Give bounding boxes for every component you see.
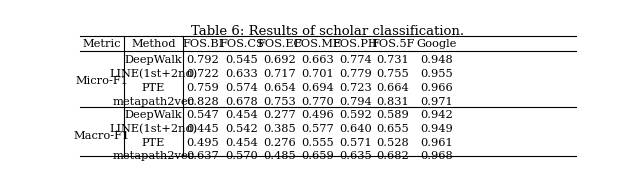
Text: 0.717: 0.717	[263, 69, 296, 79]
Text: 0.640: 0.640	[339, 124, 372, 134]
Text: 0.547: 0.547	[187, 110, 220, 120]
Text: Table 6: Results of scholar classification.: Table 6: Results of scholar classificati…	[191, 25, 465, 38]
Text: 0.555: 0.555	[301, 138, 334, 148]
Text: 0.454: 0.454	[225, 110, 258, 120]
Text: 0.495: 0.495	[187, 138, 220, 148]
Text: 0.759: 0.759	[187, 83, 220, 93]
Text: PTE: PTE	[142, 138, 165, 148]
Text: DeepWalk: DeepWalk	[125, 55, 182, 66]
Text: 0.755: 0.755	[376, 69, 409, 79]
Text: 0.701: 0.701	[301, 69, 334, 79]
Text: 0.731: 0.731	[376, 55, 409, 66]
Text: PTE: PTE	[142, 83, 165, 93]
Text: FOS.PH: FOS.PH	[332, 39, 378, 49]
Text: 0.659: 0.659	[301, 151, 334, 161]
Text: 0.589: 0.589	[376, 110, 409, 120]
Text: 0.692: 0.692	[263, 55, 296, 66]
Text: 0.966: 0.966	[420, 83, 452, 93]
Text: 0.528: 0.528	[376, 138, 409, 148]
Text: 0.571: 0.571	[339, 138, 372, 148]
Text: 0.276: 0.276	[263, 138, 296, 148]
Text: 0.792: 0.792	[187, 55, 220, 66]
Text: metapath2vec: metapath2vec	[113, 151, 195, 161]
Text: FOS.EC: FOS.EC	[257, 39, 302, 49]
Text: 0.770: 0.770	[301, 96, 334, 107]
Text: Method: Method	[131, 39, 175, 49]
Text: Google: Google	[416, 39, 456, 49]
Text: 0.694: 0.694	[301, 83, 334, 93]
Text: 0.794: 0.794	[339, 96, 372, 107]
Text: 0.678: 0.678	[225, 96, 258, 107]
Text: Metric: Metric	[83, 39, 121, 49]
Text: 0.570: 0.570	[225, 151, 258, 161]
Text: 0.574: 0.574	[225, 83, 258, 93]
Text: 0.485: 0.485	[263, 151, 296, 161]
Text: LINE(1st+2nd): LINE(1st+2nd)	[109, 69, 198, 79]
Text: metapath2vec: metapath2vec	[113, 96, 195, 107]
Text: 0.654: 0.654	[263, 83, 296, 93]
Text: 0.949: 0.949	[420, 124, 452, 134]
Text: 0.542: 0.542	[225, 124, 258, 134]
Text: 0.496: 0.496	[301, 110, 334, 120]
Text: 0.637: 0.637	[187, 151, 220, 161]
Text: 0.968: 0.968	[420, 151, 452, 161]
Text: FOS.CS: FOS.CS	[220, 39, 264, 49]
Text: 0.828: 0.828	[187, 96, 220, 107]
Text: 0.545: 0.545	[225, 55, 258, 66]
Text: FOS.ME: FOS.ME	[294, 39, 342, 49]
Text: 0.385: 0.385	[263, 124, 296, 134]
Text: 0.831: 0.831	[376, 96, 409, 107]
Text: 0.774: 0.774	[339, 55, 372, 66]
Text: 0.682: 0.682	[376, 151, 409, 161]
Text: 0.971: 0.971	[420, 96, 452, 107]
Text: 0.454: 0.454	[225, 138, 258, 148]
Text: 0.592: 0.592	[339, 110, 372, 120]
Text: 0.663: 0.663	[301, 55, 334, 66]
Text: 0.577: 0.577	[301, 124, 334, 134]
Text: FOS.BI: FOS.BI	[182, 39, 223, 49]
Text: 0.961: 0.961	[420, 138, 452, 148]
Text: 0.635: 0.635	[339, 151, 372, 161]
Text: 0.753: 0.753	[263, 96, 296, 107]
Text: 0.664: 0.664	[376, 83, 409, 93]
Text: Micro-F1: Micro-F1	[76, 76, 129, 86]
Text: LINE(1st+2nd): LINE(1st+2nd)	[109, 124, 198, 134]
Text: 0.955: 0.955	[420, 69, 452, 79]
Text: 0.779: 0.779	[339, 69, 372, 79]
Text: 0.722: 0.722	[187, 69, 220, 79]
Text: 0.633: 0.633	[225, 69, 258, 79]
Text: 0.445: 0.445	[187, 124, 220, 134]
Text: Macro-F1: Macro-F1	[74, 131, 130, 141]
Text: 0.948: 0.948	[420, 55, 452, 66]
Text: 0.942: 0.942	[420, 110, 452, 120]
Text: 0.723: 0.723	[339, 83, 372, 93]
Text: 0.655: 0.655	[376, 124, 409, 134]
Text: 0.277: 0.277	[263, 110, 296, 120]
Text: FOS.5F: FOS.5F	[371, 39, 415, 49]
Text: DeepWalk: DeepWalk	[125, 110, 182, 120]
